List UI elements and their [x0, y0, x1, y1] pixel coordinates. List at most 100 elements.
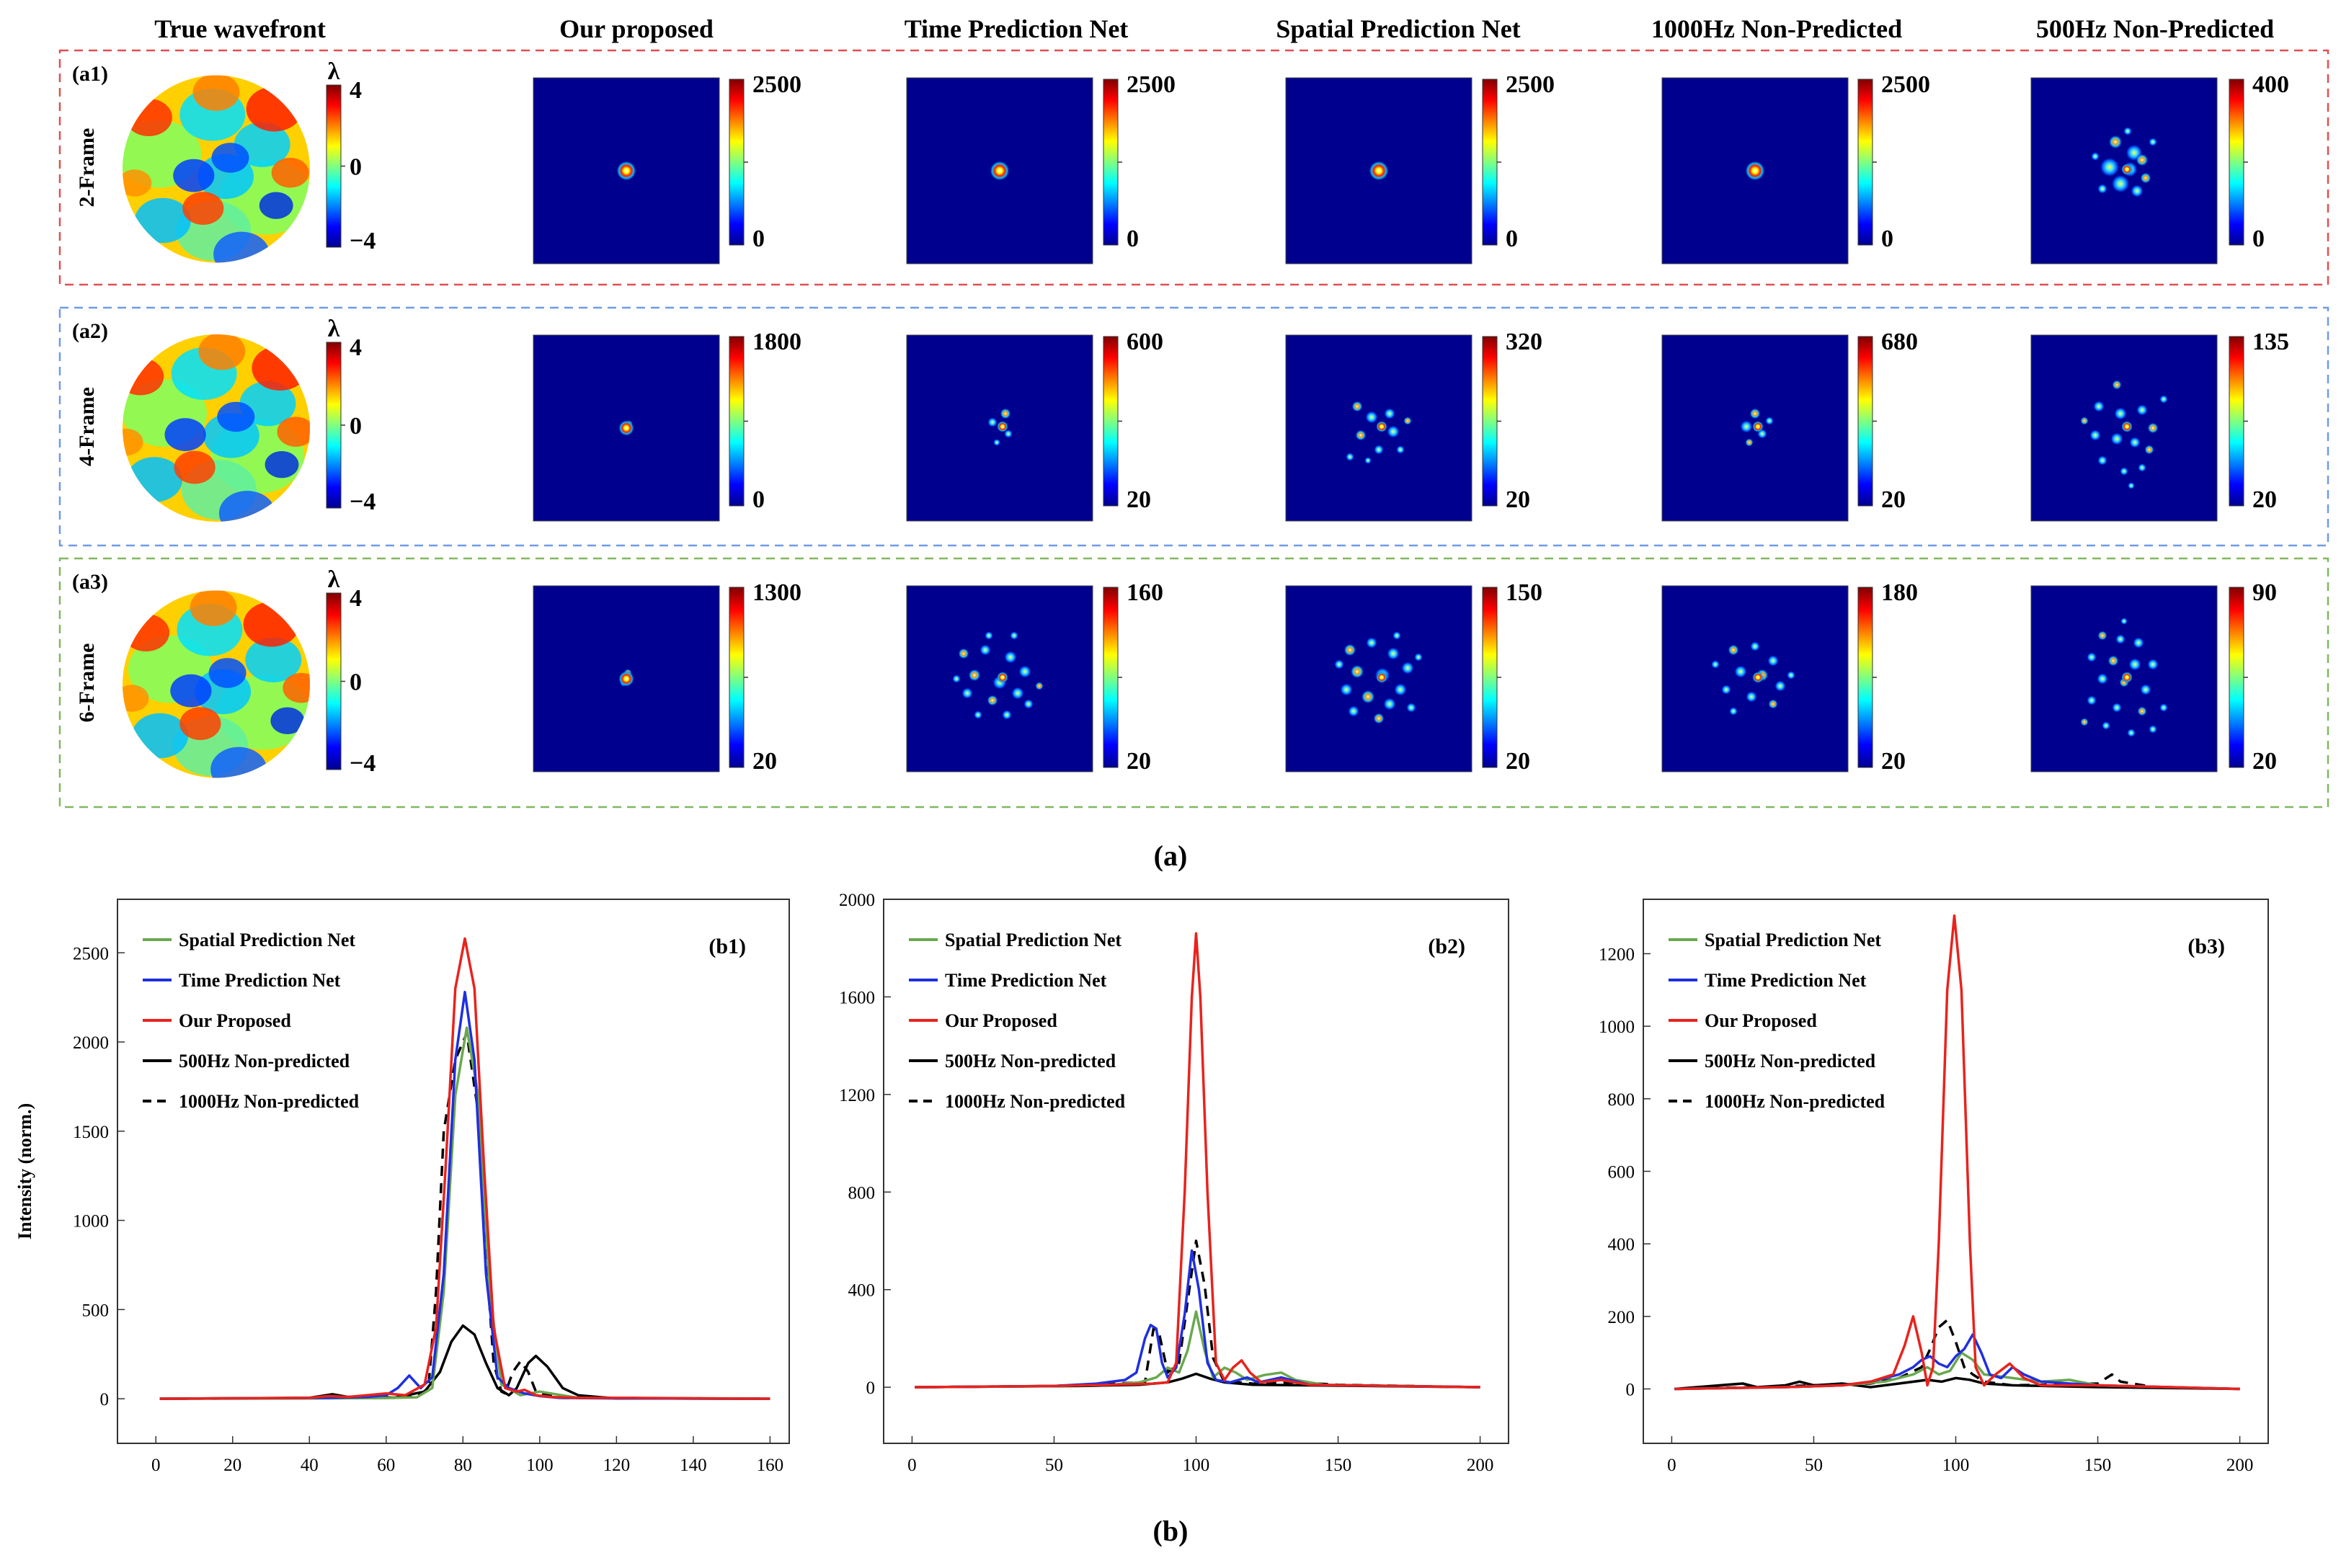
speckle: [1383, 698, 1396, 710]
speckle: [2159, 703, 2168, 712]
x-tick-label: 0: [151, 1456, 161, 1475]
colorbar: [1482, 587, 1498, 768]
speckle: [2087, 652, 2097, 662]
speckle: [2111, 174, 2130, 193]
speckle: [2133, 637, 2144, 649]
speckle: [2091, 152, 2100, 161]
speckle: [2137, 706, 2147, 716]
speckle: [2128, 658, 2141, 671]
row-frame-box: [58, 557, 2329, 808]
speckle: [1394, 683, 1407, 696]
x-tick-label: 80: [454, 1456, 472, 1475]
y-tick-label: 1000: [73, 1212, 109, 1231]
speckle: [2097, 673, 2108, 685]
speckle: [1401, 662, 1414, 674]
speckle: [1414, 653, 1423, 662]
focal-spot: [618, 420, 634, 436]
series-line-3: [1674, 914, 2240, 1391]
speckle: [2087, 695, 2097, 705]
colorbar-max: 400: [2252, 71, 2289, 98]
series-line-3: [159, 937, 770, 1400]
speckle: [2147, 422, 2159, 434]
speckle: [1746, 691, 1757, 703]
speckle: [1018, 665, 1031, 678]
colorbar-max: 150: [1506, 579, 1542, 606]
x-tick-label: 150: [2084, 1456, 2112, 1475]
y-axis-label: Intensity (norm.): [14, 1103, 35, 1239]
speckle: [2128, 482, 2135, 489]
speckle: [2120, 467, 2128, 476]
wavefront-blob: [123, 428, 143, 456]
y-tick-label: 200: [1608, 1308, 1635, 1327]
colorbar: [1482, 336, 1498, 507]
colorbar-min: 20: [1127, 486, 1151, 513]
column-header: Time Prediction Net: [905, 14, 1129, 43]
series-line-5: [159, 1031, 770, 1400]
speckle: [2149, 725, 2157, 734]
legend-label: 1000Hz Non-predicted: [179, 1091, 360, 1112]
colorbar-min: −4: [350, 228, 376, 254]
colorbar-min: 0: [752, 226, 765, 252]
speckle: [2100, 157, 2120, 177]
focal-spot: [618, 671, 634, 687]
y-tick-label: 0: [100, 1390, 110, 1409]
speckle: [1000, 408, 1011, 419]
colorbar-mid: 0: [350, 154, 362, 181]
speckle: [1767, 655, 1779, 667]
row-frame-box: [58, 306, 2329, 547]
speckle: [1711, 660, 1720, 669]
speckle: [1787, 671, 1795, 680]
colorbar-mid: 0: [350, 669, 362, 696]
x-tick-label: 100: [526, 1456, 554, 1475]
speckle: [985, 631, 993, 640]
row-1: (a1) 2-Frame λ4 0 −4 2500 0 2500 0 2500 0 2500 0 400 0: [58, 49, 2329, 286]
y-tick-label: 800: [848, 1183, 876, 1203]
speckle: [2144, 445, 2154, 455]
focal-spot: [616, 161, 636, 181]
speckle: [2149, 138, 2157, 146]
y-tick-label: 2500: [73, 944, 109, 963]
speckle: [1740, 420, 1753, 433]
y-tick-label: 500: [82, 1301, 110, 1320]
wavefront-blob: [182, 192, 224, 225]
colorbar-max: 4: [350, 585, 362, 612]
colorbar-min: 20: [2252, 486, 2277, 513]
wavefront-blob: [123, 169, 152, 197]
speckle: [2107, 655, 2119, 667]
speckle: [1745, 438, 1754, 447]
speckle: [1728, 644, 1739, 656]
speckle: [1343, 643, 1356, 656]
legend-label: Time Prediction Net: [945, 970, 1107, 991]
focal-spot: [1745, 161, 1765, 181]
colorbar-max: 320: [1506, 329, 1542, 355]
row-frame-label: 4-Frame: [75, 387, 99, 466]
speckle: [2136, 153, 2149, 166]
column-header: 500Hz Non-Predicted: [2036, 14, 2274, 43]
line-chart-2: 0 50 100 150 2000400800120016002000(b2)Spati…: [839, 891, 1509, 1475]
legend-label: Our Proposed: [945, 1010, 1057, 1031]
speckle: [1348, 705, 1359, 717]
speckle: [2140, 684, 2151, 695]
series-line-1: [1674, 1351, 2240, 1391]
legend-label: 1000Hz Non-predicted: [1705, 1091, 1885, 1112]
legend-label: Our Proposed: [1705, 1010, 1817, 1031]
speckle: [1721, 685, 1731, 695]
wavefront-blob: [123, 357, 164, 396]
wavefront-blob: [217, 401, 255, 432]
wavefront-blob: [164, 418, 206, 451]
colorbar-min: 20: [1881, 748, 1906, 775]
colorbar-max: 4: [350, 77, 362, 104]
wavefront-blob: [179, 707, 221, 740]
y-tick-label: 1500: [73, 1123, 109, 1142]
part-a: True wavefront Our proposed Time Predictio…: [58, 14, 2329, 808]
colorbar: [326, 592, 342, 770]
wavefront-blob: [170, 674, 212, 708]
speckle: [2089, 429, 2101, 441]
speckle: [2138, 463, 2146, 472]
speckle: [1365, 411, 1378, 424]
colorbar-min: 0: [752, 486, 765, 513]
series-line-5: [915, 1239, 1480, 1389]
speckle: [1734, 665, 1747, 678]
colorbar: [326, 342, 342, 509]
